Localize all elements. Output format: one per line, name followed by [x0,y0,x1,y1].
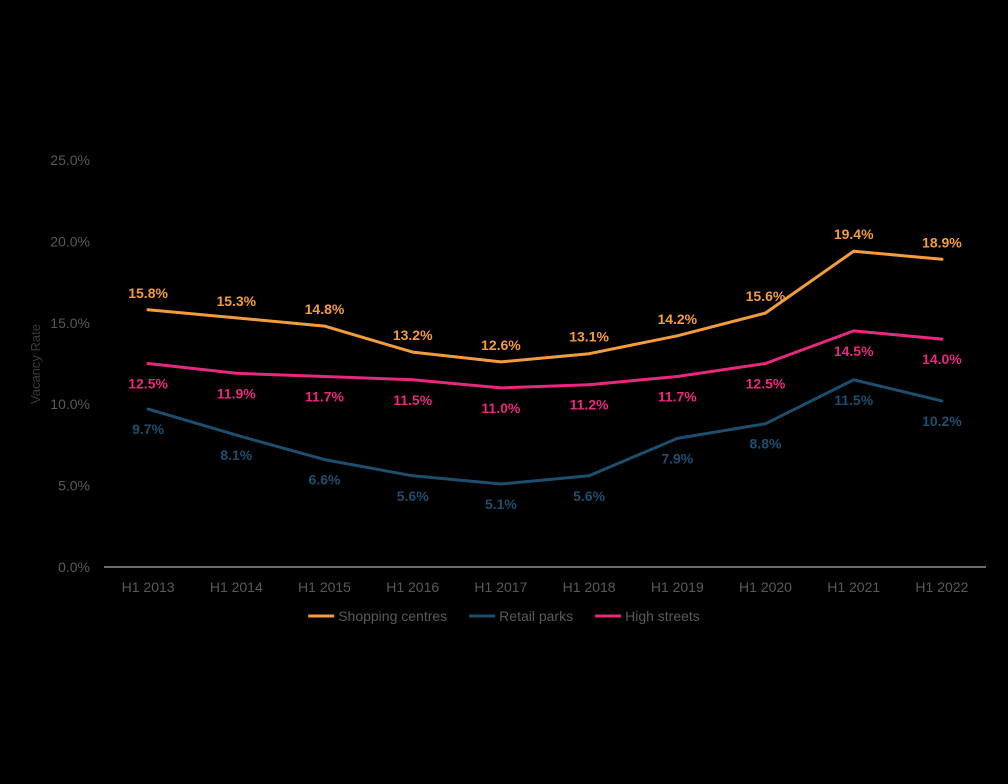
data-label: 11.9% [217,385,256,401]
data-label: 15.8% [128,285,168,301]
data-label: 14.0% [922,351,962,367]
data-label: 18.9% [922,234,962,250]
data-point [852,378,856,382]
data-point [764,362,767,365]
data-point [499,386,503,390]
x-tick-label: H1 2020 [739,579,792,595]
x-tick-label: H1 2013 [122,579,175,595]
data-label: 8.1% [220,447,252,463]
data-point [587,383,591,387]
data-labels: 15.8% 15.3% 14.8% 13.2% 12.6% 13.1% 14.2% 15.6%… [128,226,962,512]
data-label: 14.2% [657,311,697,327]
data-point [146,308,150,312]
data-point [499,482,503,486]
data-label: 13.1% [569,329,609,345]
x-tick-label: H1 2022 [915,579,968,595]
series-line-shopping-centres [146,249,944,364]
data-label: 12.5% [746,376,786,392]
y-tick-label: 0.0% [58,559,90,575]
data-point [323,458,326,462]
data-point [587,474,591,478]
x-tick-label: H1 2018 [563,579,616,595]
y-axis-title-group: Vacancy Rate [28,324,43,404]
data-label: 9.7% [132,421,164,437]
data-point [675,375,679,379]
data-point [587,352,591,356]
data-point [940,337,944,341]
data-point [675,334,679,338]
data-label: 10.2% [922,413,962,429]
data-point [675,436,679,440]
data-label: 5.1% [485,496,517,512]
y-tick-label: 25.0% [50,152,90,168]
data-label: 15.3% [216,293,256,309]
x-tick-label: H1 2021 [827,579,880,595]
legend-label: High streets [625,608,700,624]
data-point [146,362,150,365]
data-label: 12.6% [481,337,521,353]
y-tick-label: 20.0% [50,233,90,249]
data-point [411,350,415,354]
data-point [323,375,326,379]
data-point [764,311,767,315]
data-label: 11.5% [834,392,873,408]
data-label: 12.5% [128,376,168,392]
data-point [146,407,150,411]
y-tick-label: 10.0% [50,396,90,412]
data-point [940,399,944,403]
y-tick-label: 5.0% [58,478,90,494]
data-label: 15.6% [746,288,786,304]
data-point [852,249,856,253]
data-point [323,324,326,328]
data-point [499,360,503,364]
x-tick-label: H1 2019 [651,579,704,595]
y-tick-label: 15.0% [50,315,90,331]
legend-label: Retail parks [499,608,573,624]
data-point [940,257,944,261]
data-point [234,316,238,320]
data-point [764,422,767,426]
data-label: 11.2% [570,397,609,413]
data-label: 8.8% [750,436,782,452]
data-label: 19.4% [834,226,874,242]
data-label: 5.6% [397,488,429,504]
data-point [852,329,856,333]
data-label: 6.6% [309,472,341,488]
x-tick-label: H1 2016 [386,579,439,595]
data-label: 5.6% [573,488,605,504]
y-tick-labels: 0.0% 5.0% 10.0% 15.0% 20.0% 25.0% [50,152,90,575]
x-tick-label: H1 2015 [298,579,351,595]
legend: Shopping centres Retail parks High streets [308,608,700,624]
data-label: 11.7% [658,389,697,405]
x-tick-label: H1 2014 [210,579,263,595]
y-axis-title: Vacancy Rate [28,324,43,404]
data-label: 14.8% [305,301,345,317]
data-label: 13.2% [393,327,433,343]
x-tick-label: H1 2017 [474,579,527,595]
legend-label: Shopping centres [338,608,447,624]
series-lines [146,249,944,486]
data-point [234,433,238,437]
x-tick-labels: H1 2013 H1 2014 H1 2015 H1 2016 H1 2017 H1 20… [122,579,969,595]
data-label: 11.7% [305,389,344,405]
data-label: 7.9% [661,450,693,466]
data-label: 11.0% [481,400,520,416]
series-line-retail-parks [146,378,944,486]
data-point [234,371,238,375]
series-line-high-streets [146,329,944,390]
data-point [411,474,415,478]
data-label: 11.5% [393,392,432,408]
data-label: 14.5% [834,343,874,359]
data-point [411,378,415,382]
